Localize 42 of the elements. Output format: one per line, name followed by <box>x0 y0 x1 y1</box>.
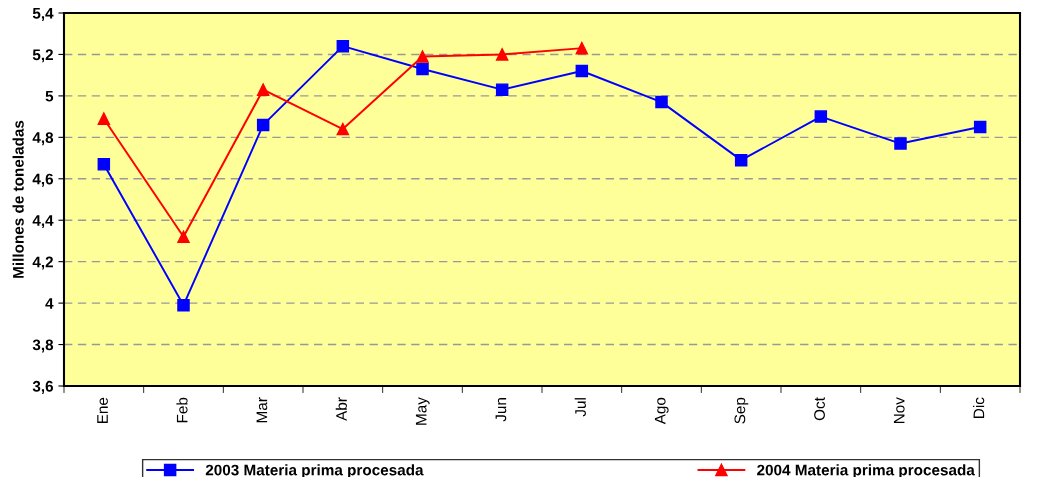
x-tick-label: Feb <box>176 397 188 423</box>
point <box>97 158 111 171</box>
point <box>336 122 350 136</box>
point <box>177 230 190 244</box>
y-tick-label: 5,2 <box>32 49 53 63</box>
point <box>97 112 111 125</box>
y-tick-label: 4,2 <box>32 256 53 270</box>
y-tick-label: 5 <box>45 90 54 102</box>
point <box>416 62 429 76</box>
point <box>734 153 748 167</box>
point <box>256 83 270 96</box>
y-tick-label: 4,4 <box>32 215 54 229</box>
point <box>973 120 987 134</box>
y-axis-title: Millones de toneladas <box>12 120 24 278</box>
point <box>575 41 589 55</box>
x-tick-label: Jul <box>574 398 586 417</box>
y-tick-label: 4,6 <box>32 173 54 187</box>
x-tick-label: Nov <box>893 397 905 424</box>
point <box>495 48 509 61</box>
point <box>177 298 190 312</box>
point <box>256 118 270 132</box>
point <box>655 95 668 109</box>
x-tick-label: Ago <box>654 397 669 425</box>
x-tick-label: Jun <box>495 398 507 422</box>
point <box>814 110 828 123</box>
point <box>416 50 429 63</box>
y-tick-label: 3,8 <box>32 339 54 353</box>
y-tick-label: 4,8 <box>32 132 54 146</box>
x-tick-label: May <box>415 397 430 425</box>
point <box>894 137 907 150</box>
x-tick-label: Ene <box>97 397 108 424</box>
x-tick-label: Mar <box>256 397 268 423</box>
x-tick-label: Dic <box>973 397 985 418</box>
x-tick-label: Oct <box>814 397 825 421</box>
point <box>495 83 509 96</box>
y-tick-label: 4 <box>45 298 54 309</box>
point <box>575 64 589 78</box>
y-tick-label: 3,6 <box>32 380 54 394</box>
y-tick-label: 5,4 <box>32 8 54 21</box>
x-tick-label: Abr <box>335 397 347 421</box>
x-tick-label: Sep <box>734 397 749 424</box>
point <box>336 39 350 53</box>
